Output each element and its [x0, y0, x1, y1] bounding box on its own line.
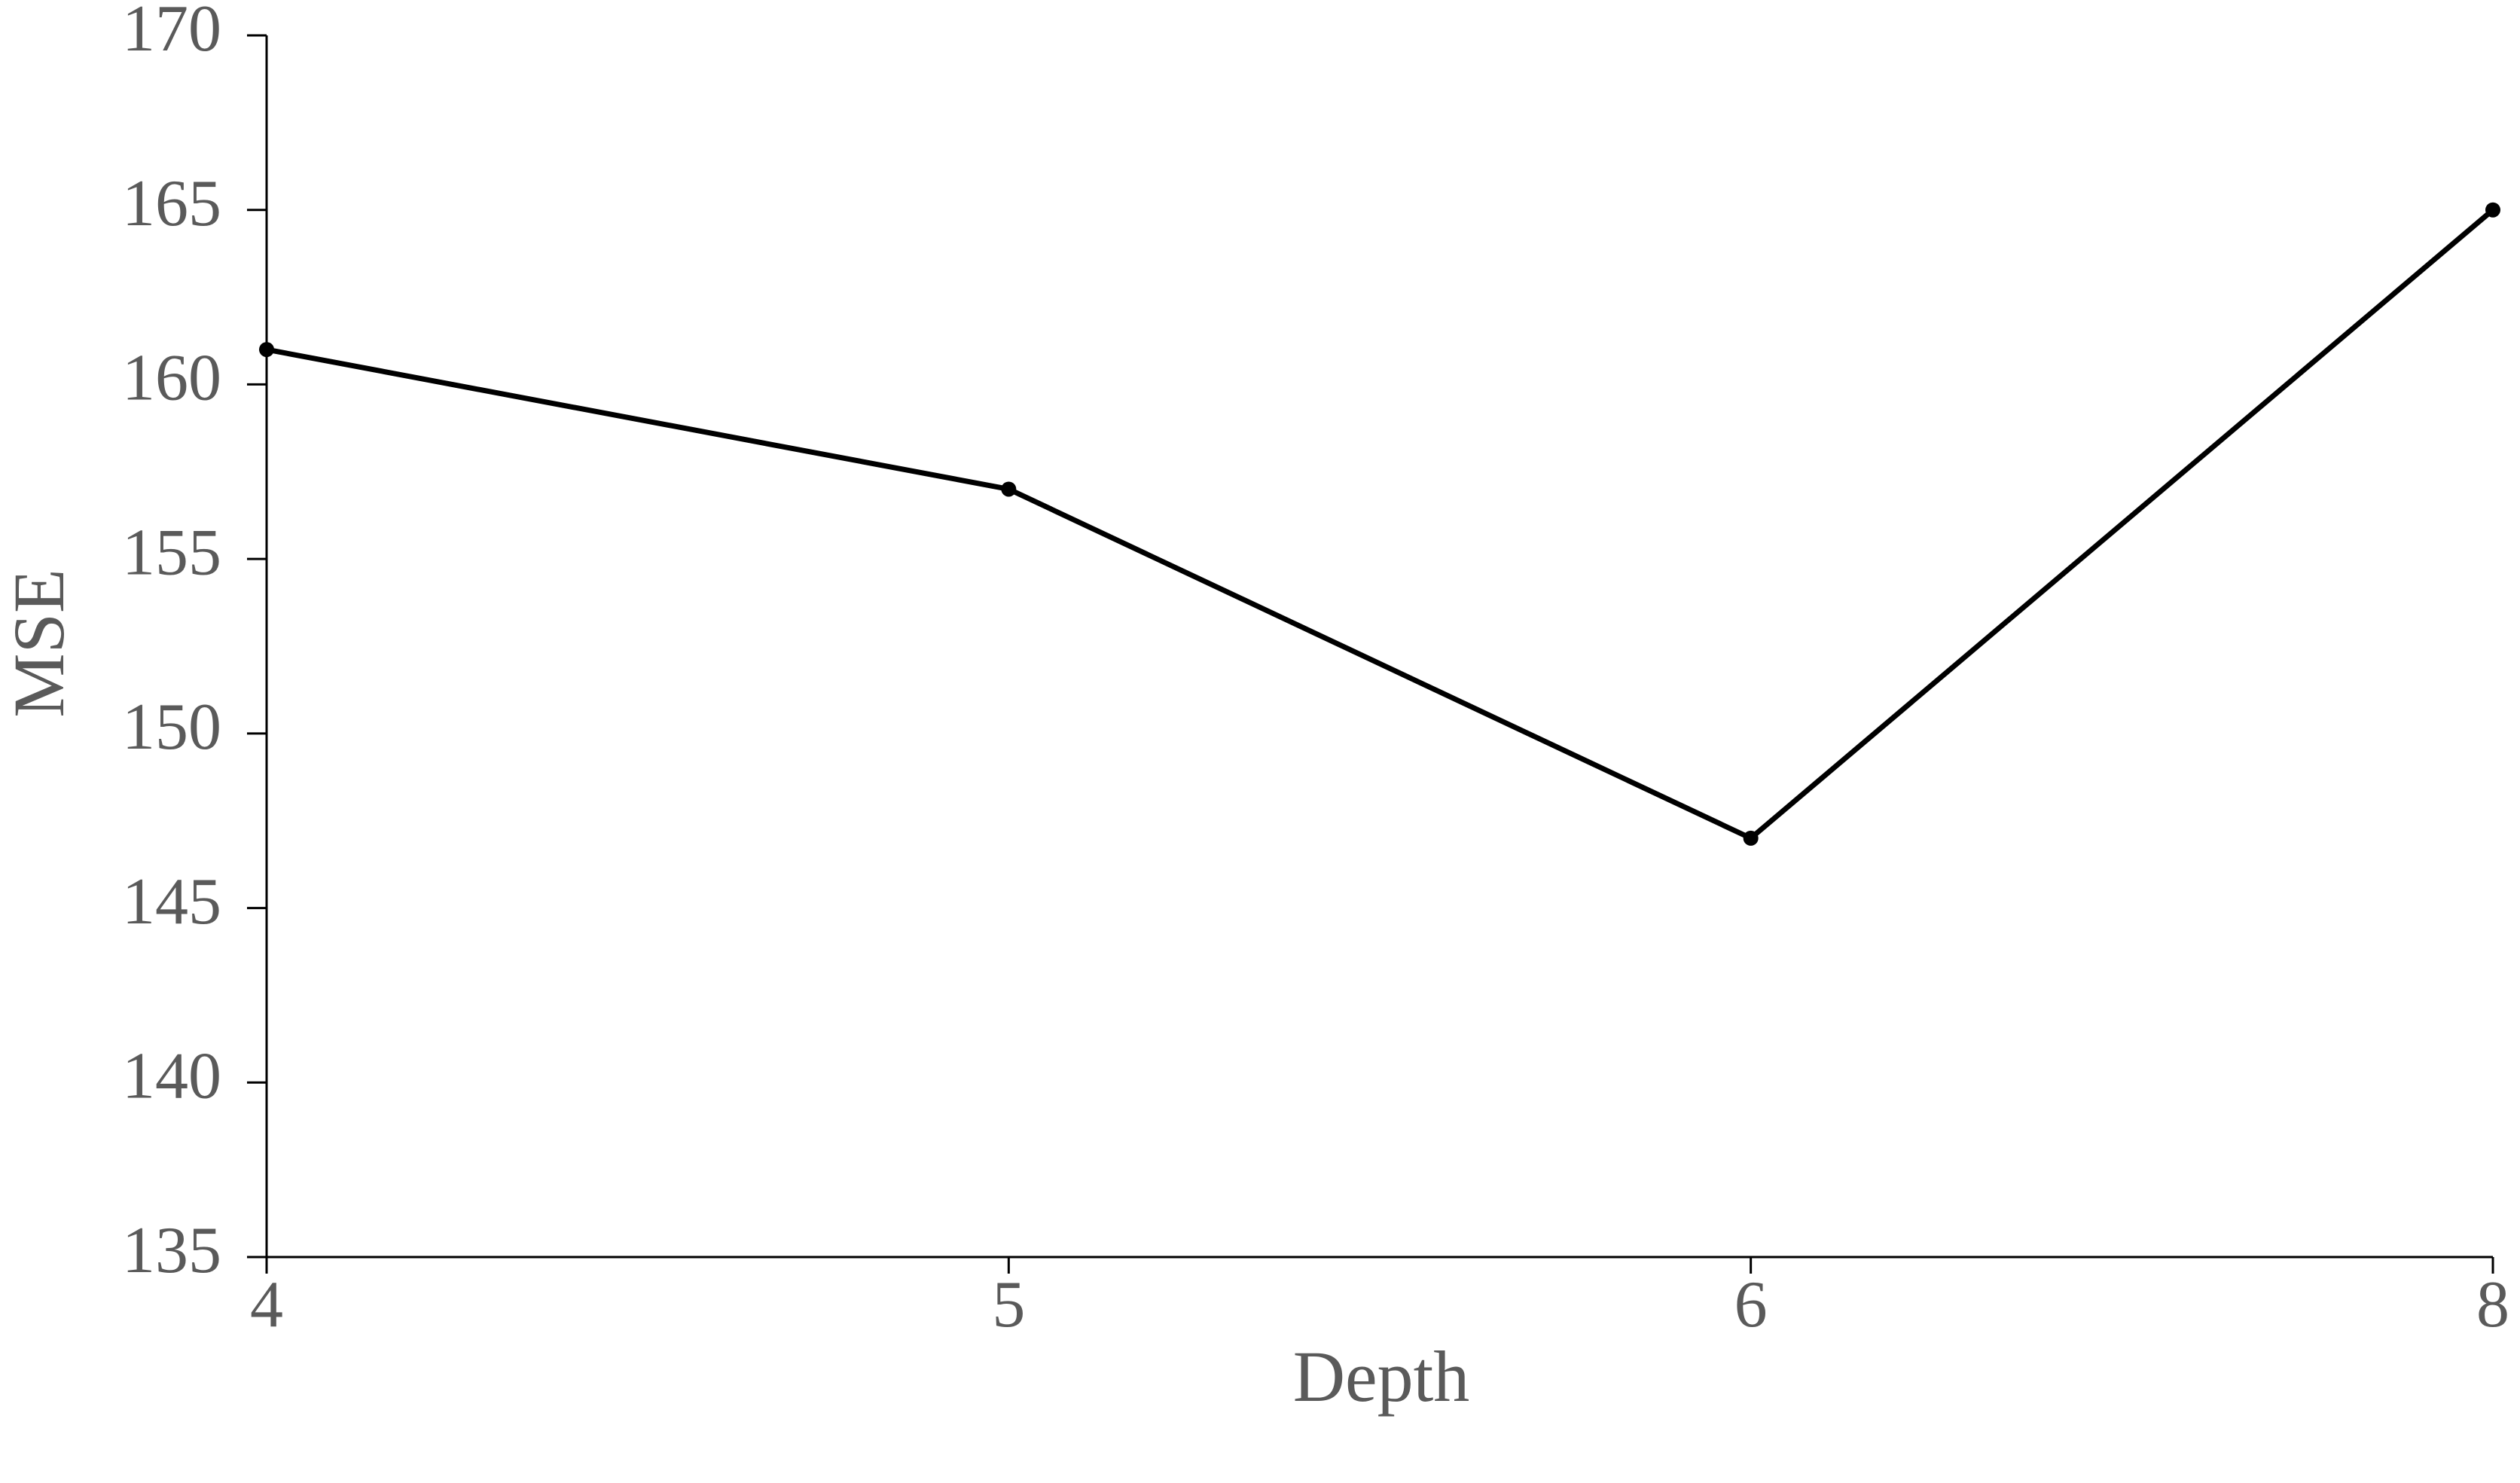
x-tick-label: 6 — [1734, 1268, 1768, 1341]
y-tick-label: 145 — [122, 865, 221, 938]
x-axis-label: Depth — [1293, 1336, 1470, 1417]
y-tick-label: 160 — [122, 342, 221, 415]
point — [1001, 481, 1017, 497]
line — [266, 208, 2495, 841]
y-tick-label: 155 — [122, 516, 221, 589]
x-tick-label: 5 — [992, 1268, 1025, 1341]
y-tick-label: 135 — [122, 1214, 221, 1287]
y-tick-label: 150 — [122, 691, 221, 764]
point — [2485, 202, 2500, 218]
point — [1743, 830, 1759, 846]
x-tick-label: 8 — [2476, 1268, 2509, 1341]
y-tick-label: 165 — [122, 167, 221, 240]
y-axis-label: MSE — [0, 569, 79, 717]
x-tick-label: 4 — [250, 1268, 283, 1341]
y-tick-label: 140 — [122, 1039, 221, 1112]
point — [259, 342, 274, 358]
y-tick-label: 170 — [122, 0, 221, 66]
